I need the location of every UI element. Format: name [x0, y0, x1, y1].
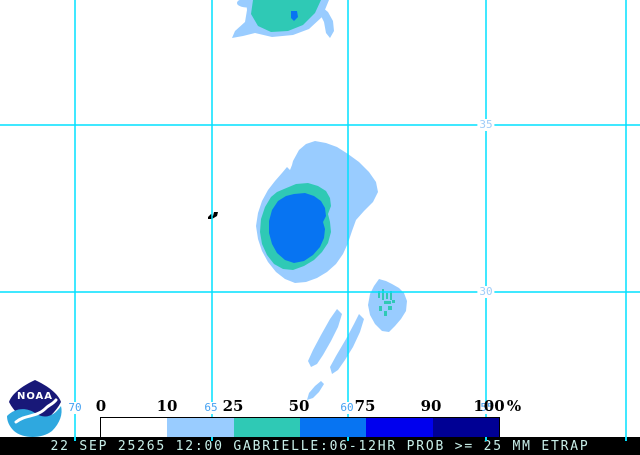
- rain-streaks: [307, 309, 364, 400]
- longitude-label-65: 65: [202, 401, 220, 414]
- longitude-label-60: 60: [338, 401, 356, 414]
- colorbar-tick-50: 50: [288, 397, 310, 415]
- rain-area-10pct: [319, 7, 334, 38]
- rain-area-10pct: [330, 314, 364, 374]
- colorbar-seg-90-100: [432, 418, 499, 440]
- colorbar-seg-50-75: [299, 418, 367, 440]
- graticule-tick: [74, 437, 76, 441]
- colorbar-tick-10: 10: [156, 397, 178, 415]
- colorbar-tick-0: 0: [95, 397, 107, 415]
- colorbar-tick-25: 25: [222, 397, 244, 415]
- storm-blob-north: [232, 0, 334, 38]
- latitude-label-35: 35: [477, 118, 495, 131]
- colorbar-seg-75-90: [366, 418, 433, 440]
- rain-area-10pct: [368, 279, 407, 332]
- graticule-tick: [211, 437, 213, 441]
- bermuda-island: [208, 212, 218, 219]
- rain-area-25pct: [251, 0, 321, 32]
- graticule: [0, 0, 640, 441]
- colorbar-tick-100: 100: [473, 397, 505, 415]
- longitude-label-55: 55: [478, 401, 496, 414]
- colorbar-seg-25-50: [233, 418, 300, 440]
- longitude-label-text: 70: [68, 401, 82, 414]
- probability-colorbar: [100, 417, 500, 440]
- longitude-label-text: 55: [480, 401, 494, 414]
- graticule-tick: [625, 437, 627, 441]
- storm-blob-southeast: [368, 279, 407, 332]
- status-bar: 22 SEP 25265 12:00 GABRIELLE:06-12HR PRO…: [0, 437, 640, 455]
- longitude-label-text: 60: [340, 401, 354, 414]
- longitude-label-70: 70: [66, 401, 84, 414]
- latitude-label-text: 30: [479, 285, 493, 298]
- rain-area-25pct-speckles: [378, 289, 395, 316]
- colorbar-tick-90: 90: [420, 397, 442, 415]
- storm-blob-main: [256, 141, 378, 283]
- graticule-tick: [485, 437, 487, 441]
- status-bar-text: 22 SEP 25265 12:00 GABRIELLE:06-12HR PRO…: [50, 438, 590, 454]
- rain-area-10pct: [307, 381, 324, 400]
- latitude-label-30: 30: [477, 285, 495, 298]
- rain-area-50pct: [291, 11, 298, 21]
- latitude-label-text: 35: [479, 118, 493, 131]
- logo-seagull: [14, 398, 58, 424]
- colorbar-seg-10-25: [167, 418, 234, 440]
- noaa-logo: NOAA: [4, 379, 66, 441]
- graticule-tick: [347, 437, 349, 441]
- precipitation-probability-map: [0, 0, 640, 441]
- rain-area-10pct: [308, 309, 342, 367]
- logo-wave-shape: [7, 406, 62, 437]
- logo-noaa-text: NOAA: [17, 391, 53, 402]
- rain-area-50pct: [269, 193, 326, 263]
- colorbar-tick-75: 75: [354, 397, 376, 415]
- longitude-label-text: 65: [204, 401, 218, 414]
- colorbar-seg-0-10: [101, 418, 168, 440]
- colorbar-unit-percent: %: [506, 397, 522, 415]
